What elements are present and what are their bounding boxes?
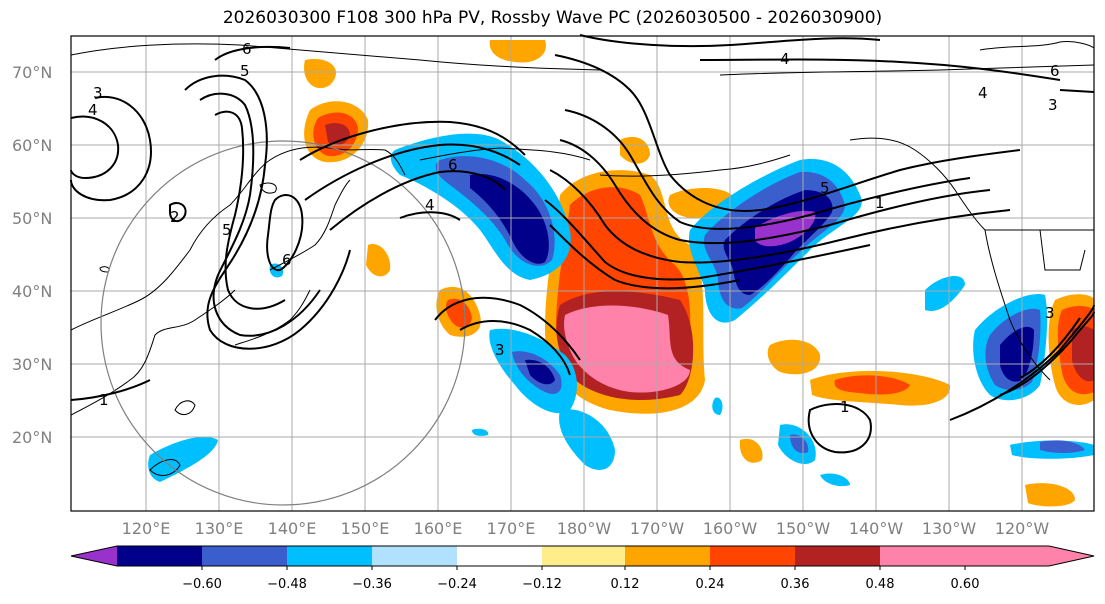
pv-contours [70, 34, 1095, 454]
lat-label: 50°N [12, 209, 52, 228]
contour-label: 4 [88, 101, 98, 119]
colorbar-segment [202, 546, 287, 566]
contour-label: 3 [93, 84, 103, 102]
colorbar-tick-label: 0.12 [611, 577, 640, 592]
colorbar-segment [880, 546, 965, 566]
contour-label: 6 [242, 40, 252, 58]
colorbar-segment [372, 546, 457, 566]
contour-label: 1 [840, 398, 850, 416]
colorbar-segment [457, 546, 542, 566]
lat-label: 70°N [12, 63, 52, 82]
contour-label: 3 [495, 341, 505, 359]
lon-label: 150°W [776, 519, 831, 538]
colorbar-tick-label: −0.12 [522, 577, 562, 592]
contour-label: 2 [170, 208, 180, 226]
contour-label: 4 [425, 196, 435, 214]
map-frame [70, 35, 1095, 512]
colorbar-segment [625, 546, 710, 566]
colorbar-outline [70, 545, 1095, 567]
contour-label-group: 6 5 4 3 1 6 5 4 2 1 3 6 5 4 3 1 4 6 3 [88, 40, 1060, 416]
colorbar-segment [287, 546, 372, 566]
contour-label: 5 [820, 179, 830, 197]
lon-label: 160°E [414, 519, 463, 538]
lon-label: 140°E [268, 519, 317, 538]
contour-label: 3 [1048, 96, 1058, 114]
lon-label: 130°W [922, 519, 977, 538]
contour-label: 5 [222, 221, 232, 239]
latitude-axis: 70°N 60°N 50°N 40°N 30°N 20°N [12, 63, 52, 447]
colorbar-segment [117, 546, 202, 566]
contour-label: 4 [780, 50, 790, 68]
lon-label: 140°W [849, 519, 904, 538]
colorbar: −0.60 −0.48 −0.36 −0.24 −0.12 0.12 0.24 … [70, 545, 1095, 592]
coastlines [70, 41, 1095, 476]
colorbar-tick-label: 0.36 [781, 577, 810, 592]
lon-label: 120°W [995, 519, 1050, 538]
lon-label: 130°E [195, 519, 244, 538]
longitude-axis: 120°E 130°E 140°E 150°E 160°E 170°E 180°… [122, 519, 1050, 538]
colorbar-tick-label: −0.60 [182, 577, 222, 592]
contour-label: 6 [282, 251, 292, 269]
colorbar-tick-label: −0.24 [437, 577, 477, 592]
colorbar-segment [542, 546, 625, 566]
lon-label: 120°E [122, 519, 171, 538]
projection-circle [100, 140, 466, 506]
colorbar-extension-high [965, 546, 1094, 566]
lon-label: 170°E [487, 519, 536, 538]
contour-label: 1 [875, 194, 885, 212]
colorbar-tick-label: 0.60 [951, 577, 980, 592]
lon-label: 150°E [341, 519, 390, 538]
colorbar-tick-label: −0.48 [267, 577, 307, 592]
lat-label: 40°N [12, 282, 52, 301]
colorbar-extension-low [71, 546, 117, 566]
lon-label: 180°W [557, 519, 612, 538]
contour-label: 1 [99, 391, 109, 409]
lat-label: 30°N [12, 355, 52, 374]
lat-label: 20°N [12, 428, 52, 447]
contour-label: 6 [448, 156, 458, 174]
colorbar-tick-label: −0.36 [352, 577, 392, 592]
colorbar-tick-label: 0.48 [866, 577, 895, 592]
contour-label: 4 [978, 84, 988, 102]
colorbar-segment [795, 546, 880, 566]
contour-label: 3 [1045, 304, 1055, 322]
colorbar-tick-label: 0.24 [696, 577, 725, 592]
lon-label: 160°W [703, 519, 758, 538]
graticule [71, 36, 1094, 511]
lon-label: 170°W [630, 519, 685, 538]
map-title: 2026030300 F108 300 hPa PV, Rossby Wave … [222, 8, 883, 28]
colorbar-segment [710, 546, 795, 566]
contour-label: 6 [1050, 62, 1060, 80]
lat-label: 60°N [12, 136, 52, 155]
contour-label: 5 [240, 62, 250, 80]
